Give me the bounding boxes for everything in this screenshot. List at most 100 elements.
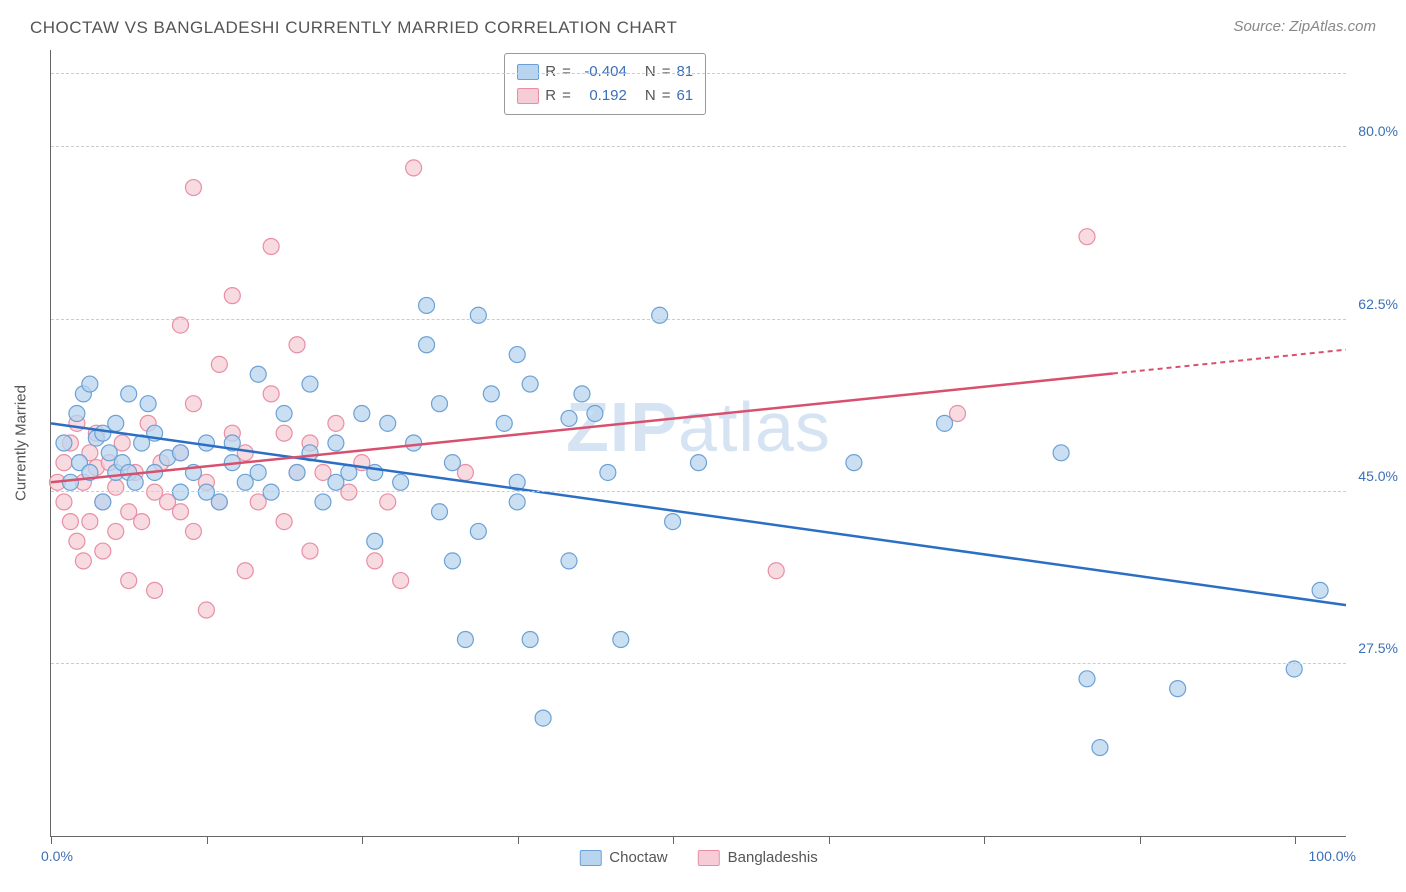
scatter-point: [82, 376, 98, 392]
scatter-point: [380, 494, 396, 510]
scatter-point: [69, 406, 85, 422]
legend-row-bangladeshis: R = 0.192 N = 61: [517, 84, 693, 108]
plot-area: Currently Married ZIPatlas R = -0.404 N …: [50, 50, 1346, 837]
x-tick: [829, 836, 830, 844]
scatter-point: [56, 435, 72, 451]
scatter-point: [509, 494, 525, 510]
scatter-point: [121, 573, 137, 589]
scatter-point: [302, 376, 318, 392]
scatter-point: [574, 386, 590, 402]
scatter-point: [1079, 671, 1095, 687]
x-tick: [673, 836, 674, 844]
scatter-point: [1053, 445, 1069, 461]
y-tick-label: 80.0%: [1358, 123, 1398, 139]
scatter-point: [289, 464, 305, 480]
scatter-point: [846, 455, 862, 471]
scatter-point: [82, 514, 98, 530]
scatter-point: [483, 386, 499, 402]
scatter-point: [173, 504, 189, 520]
x-tick: [984, 836, 985, 844]
scatter-point: [62, 514, 78, 530]
scatter-point: [211, 494, 227, 510]
scatter-point: [276, 514, 292, 530]
scatter-point: [380, 415, 396, 431]
scatter-point: [108, 415, 124, 431]
grid-line: [51, 73, 1346, 74]
scatter-point: [173, 484, 189, 500]
x-tick: [362, 836, 363, 844]
scatter-point: [328, 435, 344, 451]
scatter-point: [224, 288, 240, 304]
scatter-point: [56, 494, 72, 510]
scatter-point: [185, 523, 201, 539]
scatter-point: [1079, 229, 1095, 245]
scatter-point: [1092, 740, 1108, 756]
scatter-point: [652, 307, 668, 323]
scatter-point: [276, 425, 292, 441]
scatter-point: [108, 479, 124, 495]
scatter-point: [561, 553, 577, 569]
scatter-point: [211, 356, 227, 372]
scatter-point: [509, 347, 525, 363]
x-tick: [207, 836, 208, 844]
n-label: N: [645, 84, 656, 108]
scatter-point: [457, 632, 473, 648]
scatter-point: [147, 582, 163, 598]
scatter-point: [134, 514, 150, 530]
scatter-point: [328, 415, 344, 431]
legend-item-bangladeshis: Bangladeshis: [698, 849, 818, 866]
equals-sign: =: [662, 84, 671, 108]
grid-line: [51, 319, 1346, 320]
scatter-point: [522, 632, 538, 648]
scatter-point: [406, 160, 422, 176]
legend-swatch-bangladeshis: [698, 850, 720, 866]
scatter-point: [393, 474, 409, 490]
scatter-point: [140, 396, 156, 412]
trend-line-dashed: [1113, 350, 1346, 374]
scatter-point: [127, 474, 143, 490]
scatter-point: [75, 553, 91, 569]
scatter-point: [937, 415, 953, 431]
scatter-point: [613, 632, 629, 648]
scatter-point: [95, 494, 111, 510]
scatter-point: [1312, 582, 1328, 598]
scatter-point: [419, 337, 435, 353]
y-axis-title: Currently Married: [13, 385, 30, 501]
scatter-point: [302, 543, 318, 559]
scatter-point: [406, 435, 422, 451]
scatter-point: [250, 366, 266, 382]
x-tick-label: 100.0%: [1309, 848, 1356, 864]
scatter-point: [561, 410, 577, 426]
scatter-point: [198, 602, 214, 618]
y-tick-label: 62.5%: [1358, 296, 1398, 312]
y-tick-label: 45.0%: [1358, 468, 1398, 484]
scatter-point: [522, 376, 538, 392]
scatter-point: [432, 504, 448, 520]
grid-line: [51, 146, 1346, 147]
scatter-point: [419, 297, 435, 313]
x-tick-label: 0.0%: [41, 848, 73, 864]
scatter-point: [95, 543, 111, 559]
scatter-point: [496, 415, 512, 431]
scatter-point: [250, 464, 266, 480]
scatter-point: [185, 396, 201, 412]
scatter-point: [62, 474, 78, 490]
chart-title: CHOCTAW VS BANGLADESHI CURRENTLY MARRIED…: [30, 18, 677, 38]
grid-line: [51, 491, 1346, 492]
scatter-point: [185, 180, 201, 196]
scatter-point: [1170, 681, 1186, 697]
scatter-point: [665, 514, 681, 530]
source-label: Source: ZipAtlas.com: [1233, 18, 1376, 35]
scatter-point: [470, 307, 486, 323]
scatter-point: [432, 396, 448, 412]
chart-container: CHOCTAW VS BANGLADESHI CURRENTLY MARRIED…: [0, 0, 1406, 892]
x-tick: [51, 836, 52, 844]
equals-sign: =: [562, 84, 571, 108]
r-label: R: [545, 84, 556, 108]
scatter-point: [56, 455, 72, 471]
scatter-point: [444, 455, 460, 471]
scatter-point: [393, 573, 409, 589]
scatter-point: [289, 337, 305, 353]
legend-swatch-choctaw: [579, 850, 601, 866]
legend-item-choctaw: Choctaw: [579, 849, 667, 866]
